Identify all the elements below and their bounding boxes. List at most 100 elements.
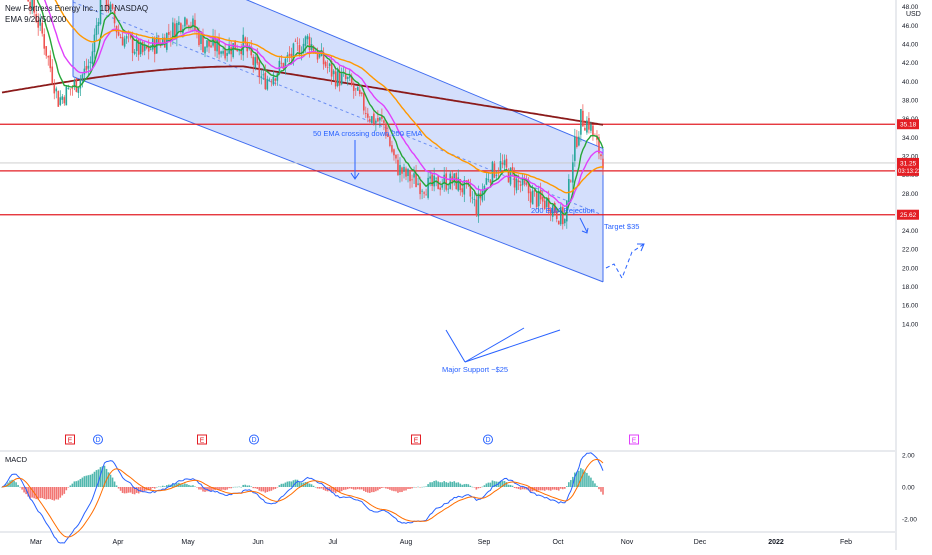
- macd-histogram-bar: [469, 485, 472, 487]
- candle: [447, 184, 450, 194]
- macd-histogram-bar: [561, 487, 564, 490]
- candle-body: [272, 76, 275, 85]
- macd-histogram-bar: [151, 487, 154, 489]
- macd-histogram-bar: [423, 486, 425, 488]
- candle-body: [439, 187, 441, 190]
- earnings-marker[interactable]: E: [197, 434, 207, 445]
- macd-histogram-bar: [405, 487, 407, 491]
- macd-histogram-bar: [61, 487, 64, 496]
- macd-histogram-bar: [501, 481, 504, 487]
- candle: [61, 94, 64, 104]
- candle-body: [324, 61, 327, 67]
- candle: [507, 168, 510, 183]
- candle-body: [407, 169, 409, 177]
- earnings-marker[interactable]: E: [629, 434, 639, 445]
- macd-tick-label: -2.00: [902, 517, 917, 524]
- macd-histogram-bar: [159, 486, 162, 488]
- macd-histogram-bar: [139, 487, 142, 493]
- candle-body: [240, 49, 242, 55]
- candle: [580, 108, 582, 142]
- macd-histogram-bar: [37, 487, 39, 500]
- candle: [356, 86, 359, 91]
- macd-histogram-bar: [15, 482, 17, 487]
- macd-histogram-bar: [57, 487, 60, 500]
- macd-histogram-bar: [226, 487, 228, 490]
- macd-histogram-bar: [413, 486, 415, 488]
- price-tick-label: 32.00: [902, 153, 919, 160]
- candle-body: [284, 58, 287, 68]
- macd-histogram-bar: [155, 486, 158, 488]
- macd-histogram-bar: [95, 470, 98, 487]
- candle: [41, 20, 43, 37]
- candle-body: [304, 36, 307, 46]
- macd-tick-label: 0.00: [902, 485, 915, 492]
- price-tick-label: 28.00: [902, 191, 919, 198]
- price-tick-label: 20.00: [902, 265, 919, 272]
- candle-body: [176, 23, 178, 39]
- macd-histogram-bar: [358, 487, 361, 490]
- candle: [262, 68, 265, 80]
- macd-histogram-bar: [262, 487, 265, 492]
- macd-histogram-bar: [63, 487, 66, 494]
- annotation-support: Major Support ~$25: [442, 365, 508, 374]
- candle-body: [531, 190, 534, 205]
- macd-signal-line: [1, 458, 604, 538]
- dividend-marker[interactable]: D: [249, 434, 259, 445]
- macd-histogram-bar: [574, 472, 576, 487]
- candle-body: [373, 113, 375, 125]
- candle-body: [505, 158, 508, 168]
- macd-histogram-bar: [342, 487, 345, 490]
- candle-body: [517, 180, 520, 183]
- candle-body: [433, 175, 435, 187]
- candle: [294, 38, 297, 43]
- macd-histogram-bar: [354, 487, 357, 490]
- candle-body: [499, 161, 502, 172]
- candle-body: [405, 168, 407, 177]
- dividend-marker[interactable]: D: [483, 434, 493, 445]
- candle: [296, 37, 299, 52]
- macd-histogram-bar: [324, 487, 327, 491]
- macd-histogram-bar: [268, 487, 271, 492]
- candle-body: [35, 14, 37, 22]
- earnings-marker[interactable]: E: [65, 434, 75, 445]
- macd-histogram-bar: [419, 487, 421, 488]
- candle-body: [358, 89, 361, 94]
- candle-body: [254, 57, 257, 68]
- candle: [385, 122, 387, 139]
- candle-body: [487, 179, 490, 181]
- candle-body: [302, 43, 305, 53]
- candle: [332, 69, 335, 81]
- macd-histogram-bar: [592, 480, 594, 487]
- candle-body: [292, 43, 295, 61]
- candle-body: [141, 41, 144, 53]
- candle-body: [511, 167, 514, 173]
- candle-body: [443, 174, 445, 184]
- candle-body: [162, 37, 164, 46]
- candle: [143, 40, 146, 56]
- candle-body: [574, 136, 576, 161]
- macd-histogram-bar: [451, 481, 454, 487]
- macd-histogram-bar: [387, 487, 389, 489]
- dividend-marker-circle: [249, 434, 259, 445]
- time-tick-label: Dec: [694, 539, 707, 546]
- candle: [360, 91, 363, 97]
- candle-body: [288, 53, 291, 56]
- macd-histogram-bar: [531, 487, 534, 492]
- dividend-marker[interactable]: D: [93, 434, 103, 445]
- macd-histogram-bar: [588, 475, 590, 487]
- macd-histogram-bar: [566, 486, 568, 487]
- regression-channel-fill: [73, 0, 603, 282]
- macd-histogram-bar: [184, 483, 186, 487]
- macd-histogram-bar: [330, 487, 333, 493]
- candle-body: [57, 91, 60, 107]
- candle-body: [61, 96, 64, 100]
- candle-body: [204, 46, 206, 54]
- macd-histogram-bar: [564, 487, 566, 489]
- candle-body: [31, 0, 33, 10]
- macd-histogram-bar: [194, 486, 196, 487]
- candle-body: [65, 86, 68, 106]
- candle: [568, 174, 570, 204]
- earnings-marker[interactable]: E: [411, 434, 421, 445]
- macd-histogram-bar: [133, 487, 136, 495]
- macd-histogram-bar: [135, 487, 138, 493]
